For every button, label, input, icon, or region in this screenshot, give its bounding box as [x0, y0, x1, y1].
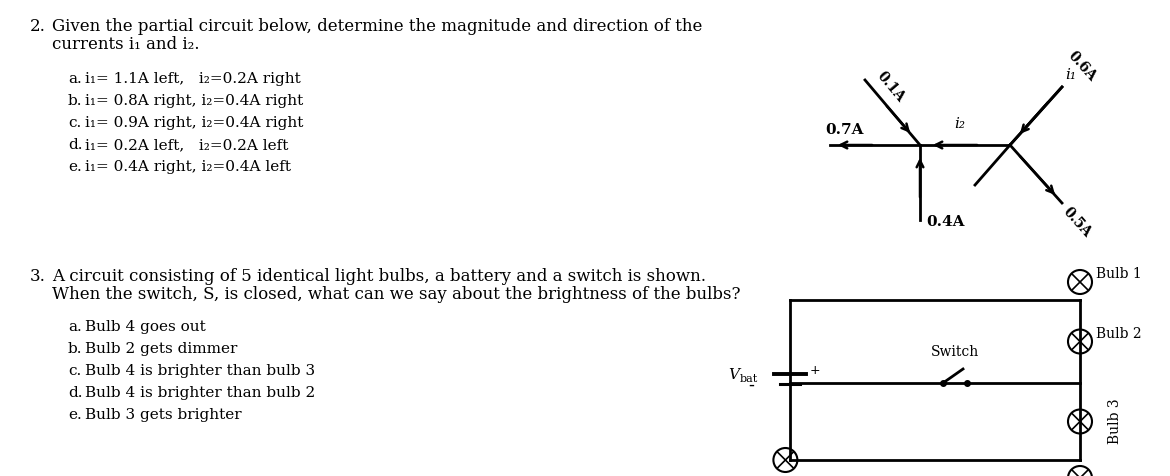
- Text: Bulb 2 gets dimmer: Bulb 2 gets dimmer: [85, 342, 238, 356]
- Text: Bulb 4 is brighter than bulb 3: Bulb 4 is brighter than bulb 3: [85, 364, 315, 378]
- Text: currents i₁ and i₂.: currents i₁ and i₂.: [51, 36, 200, 53]
- Text: d.: d.: [68, 138, 83, 152]
- Text: e.: e.: [68, 408, 82, 422]
- Text: 0.5A: 0.5A: [1060, 205, 1094, 240]
- Text: e.: e.: [68, 160, 82, 174]
- Text: 0.1A: 0.1A: [874, 69, 908, 105]
- Text: i₂: i₂: [955, 117, 965, 131]
- Text: b.: b.: [68, 342, 83, 356]
- Text: Bulb 4 is brighter than bulb 2: Bulb 4 is brighter than bulb 2: [85, 386, 315, 400]
- Text: i₁: i₁: [1065, 68, 1076, 82]
- Text: 0.6A: 0.6A: [1065, 49, 1099, 84]
- Text: +: +: [810, 364, 820, 377]
- Text: Bulb 3: Bulb 3: [1108, 399, 1122, 444]
- Text: d.: d.: [68, 386, 83, 400]
- Text: Given the partial circuit below, determine the magnitude and direction of the: Given the partial circuit below, determi…: [51, 18, 702, 35]
- Text: Bulb 4 goes out: Bulb 4 goes out: [85, 320, 206, 334]
- Text: a.: a.: [68, 320, 82, 334]
- Text: a.: a.: [68, 72, 82, 86]
- Text: c.: c.: [68, 116, 81, 130]
- Text: i₁= 0.4A right, i₂=0.4A left: i₁= 0.4A right, i₂=0.4A left: [85, 160, 291, 174]
- Text: i₁= 0.2A left,   i₂=0.2A left: i₁= 0.2A left, i₂=0.2A left: [85, 138, 288, 152]
- Text: i₁= 0.8A right, i₂=0.4A right: i₁= 0.8A right, i₂=0.4A right: [85, 94, 303, 108]
- Text: Bulb 3 gets brighter: Bulb 3 gets brighter: [85, 408, 242, 422]
- Text: V: V: [728, 368, 739, 382]
- Text: i₁= 0.9A right, i₂=0.4A right: i₁= 0.9A right, i₂=0.4A right: [85, 116, 303, 130]
- Text: c.: c.: [68, 364, 81, 378]
- Text: Bulb 2: Bulb 2: [1096, 327, 1142, 340]
- Text: Switch: Switch: [931, 345, 979, 359]
- Text: bat: bat: [739, 374, 758, 384]
- Text: Bulb 1: Bulb 1: [1096, 267, 1142, 281]
- Text: A circuit consisting of 5 identical light bulbs, a battery and a switch is shown: A circuit consisting of 5 identical ligh…: [51, 268, 706, 285]
- Text: i₁= 1.1A left,   i₂=0.2A right: i₁= 1.1A left, i₂=0.2A right: [85, 72, 301, 86]
- Text: 0.7A: 0.7A: [825, 123, 863, 137]
- Text: -: -: [748, 376, 753, 394]
- Text: 3.: 3.: [30, 268, 46, 285]
- Text: 0.4A: 0.4A: [925, 215, 964, 229]
- Text: b.: b.: [68, 94, 83, 108]
- Text: 2.: 2.: [30, 18, 46, 35]
- Text: When the switch, S, is closed, what can we say about the brightness of the bulbs: When the switch, S, is closed, what can …: [51, 286, 741, 303]
